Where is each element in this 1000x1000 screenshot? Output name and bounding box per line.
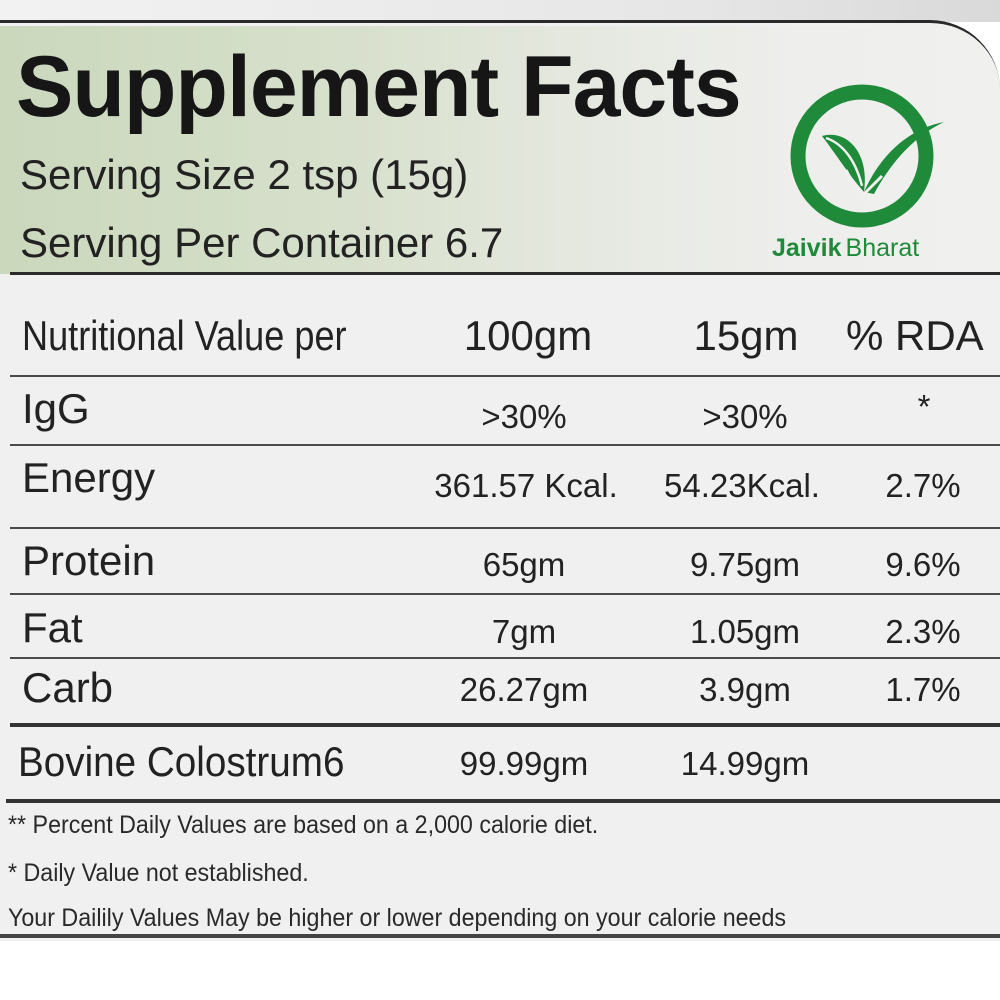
value-per-100g: 361.57 Kcal.: [434, 467, 618, 504]
value-per-100g: 26.27gm: [459, 671, 589, 708]
value-rda: 1.7%: [885, 671, 961, 708]
nutrient-name: Energy: [22, 454, 156, 501]
header-nutritional-value: Nutritional Value per: [22, 312, 347, 359]
label-title: Supplement Facts: [16, 39, 742, 135]
brand-logo: Jaivik Bharat: [768, 66, 968, 276]
header-rda: % RDA: [846, 312, 984, 359]
value-per-15g: 54.23Kcal.: [664, 467, 820, 504]
row-divider-thick: [10, 723, 1000, 727]
supplement-facts-panel: Supplement Facts Serving Size 2 tsp (15g…: [0, 20, 1000, 941]
footnote-not-established: * Daily Value not established.: [8, 859, 309, 887]
background-strip: [0, 0, 1000, 22]
value-rda: 9.6%: [885, 546, 961, 583]
nutrient-name: Carb: [22, 664, 114, 711]
header-15gm: 15gm: [693, 312, 799, 359]
value-per-15g: 1.05gm: [689, 613, 801, 650]
nutrient-name: Protein: [22, 537, 156, 584]
serving-size: Serving Size 2 tsp (15g): [20, 151, 469, 198]
value-rda: *: [917, 388, 931, 425]
value-per-15g: 9.75gm: [689, 546, 801, 583]
value-per-15g: 14.99gm: [680, 745, 810, 782]
row-divider: [10, 527, 1000, 529]
value-per-100g: 99.99gm: [459, 745, 589, 782]
value-per-100g: >30%: [481, 398, 567, 435]
bottom-margin: [0, 980, 1000, 1000]
brand-name-light: Bharat: [845, 234, 920, 262]
leaf-checkmark-circle-icon: [790, 84, 944, 228]
value-rda: 2.3%: [885, 613, 961, 650]
servings-per-container: Serving Per Container 6.7: [20, 219, 504, 266]
table-bottom-rule: [6, 799, 1000, 803]
panel-bottom-border: [0, 934, 1000, 938]
value-per-100g: 65gm: [482, 546, 566, 583]
brand-name-bold: Jaivik: [772, 234, 842, 262]
footnote-calorie-needs: Your Dailily Values May be higher or low…: [8, 904, 787, 932]
value-per-15g: 3.9gm: [699, 671, 791, 708]
nutrient-name: Bovine Colostrum6: [18, 738, 345, 785]
row-divider: [10, 593, 1000, 595]
row-divider: [10, 375, 1000, 377]
nutrient-name: Fat: [22, 604, 83, 651]
brand-name: Jaivik Bharat: [772, 234, 919, 263]
header-divider: [10, 272, 1000, 275]
value-per-15g: >30%: [702, 398, 788, 435]
value-rda: 2.7%: [885, 467, 961, 504]
value-per-100g: 7gm: [491, 613, 557, 650]
header-band: Supplement Facts Serving Size 2 tsp (15g…: [0, 26, 1000, 274]
nutrient-name: IgG: [22, 385, 90, 432]
row-divider: [10, 444, 1000, 446]
footnote-daily-values: ** Percent Daily Values are based on a 2…: [8, 811, 599, 839]
header-100gm: 100gm: [463, 312, 593, 359]
row-divider: [10, 657, 1000, 659]
